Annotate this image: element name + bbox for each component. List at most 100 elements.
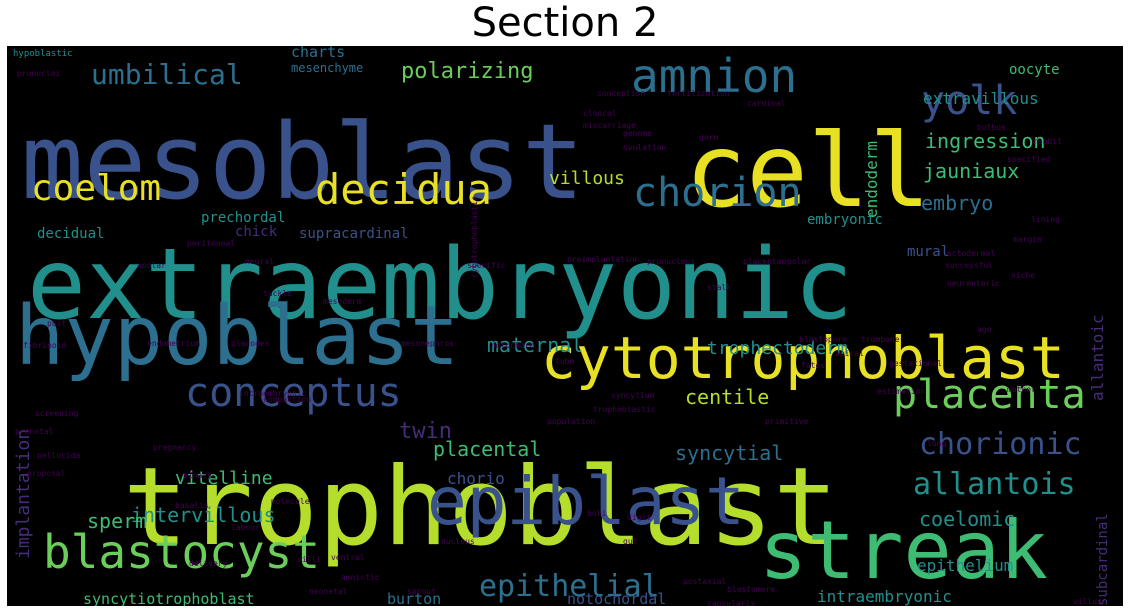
cloud-word: extravillous bbox=[923, 89, 1039, 108]
cloud-word: amniotic bbox=[341, 573, 380, 582]
cloud-word: supracardinal bbox=[299, 226, 409, 242]
cloud-word: intraembryonic bbox=[239, 389, 307, 398]
cloud-word: centile bbox=[685, 385, 769, 409]
cloud-word: fates bbox=[801, 361, 825, 370]
cloud-word: sprout bbox=[407, 587, 436, 596]
cloud-word: subcardinal bbox=[1095, 513, 1111, 606]
cloud-word: hypoblastic bbox=[13, 49, 73, 59]
cloud-word: proposal bbox=[27, 469, 66, 478]
cloud-word: bulbus bbox=[977, 123, 1006, 132]
cloud-word: primitive bbox=[765, 417, 809, 426]
cloud-word: gut bbox=[623, 537, 638, 546]
cloud-word: preimplantation bbox=[567, 255, 639, 264]
cloud-word: coelom bbox=[31, 168, 161, 209]
cloud-word: cloacal bbox=[583, 109, 617, 118]
cloud-word: villous bbox=[549, 168, 625, 189]
cloud-word: streak bbox=[759, 504, 1048, 597]
cloud-word: delivery bbox=[189, 559, 228, 568]
cloud-word: conceptus bbox=[185, 370, 402, 416]
cloud-word: endoderm bbox=[862, 141, 881, 218]
cloud-word: age bbox=[977, 325, 992, 334]
cloud-word: intervillous bbox=[131, 503, 276, 527]
cloud-word: coelomic bbox=[919, 507, 1015, 531]
cloud-word: cytotrophoblastic bbox=[470, 196, 479, 278]
cloud-word: blastocyst bbox=[43, 525, 320, 579]
cloud-word: specified bbox=[1007, 155, 1051, 164]
cloud-word: ingression bbox=[925, 129, 1045, 153]
cloud-word: screening bbox=[35, 409, 79, 418]
cloud-word: chick bbox=[235, 224, 278, 240]
cloud-word: apolar bbox=[137, 261, 166, 270]
cloud-word: stalk bbox=[707, 283, 731, 292]
cloud-word: syncytium bbox=[611, 391, 655, 400]
cloud-word: genome bbox=[623, 129, 652, 138]
cloud-word: embryonic bbox=[807, 212, 883, 228]
cloud-word: labour bbox=[231, 523, 260, 532]
cloud-word: nucleus bbox=[441, 537, 475, 546]
cloud-word: yolk bbox=[921, 78, 1017, 124]
cloud-word: twin bbox=[399, 419, 452, 444]
cloud-word: amnion bbox=[631, 49, 797, 103]
cloud-word: allantois bbox=[913, 467, 1076, 502]
cloud-word: boli bbox=[587, 509, 606, 518]
cloud-word: trombone bbox=[861, 335, 900, 344]
cloud-word: epithelium bbox=[917, 556, 1013, 575]
cloud-word: placental bbox=[433, 437, 541, 461]
cloud-word: mural bbox=[907, 244, 949, 260]
cloud-word: blastomere bbox=[727, 585, 775, 594]
cloud-word: chorion bbox=[633, 170, 802, 216]
cloud-word: ovulation bbox=[623, 143, 667, 152]
cloud-word: pregnancy bbox=[153, 443, 197, 452]
cloud-word: cell bbox=[685, 112, 931, 231]
cloud-word: trophoblast bbox=[123, 445, 838, 570]
cloud-word: epiblast bbox=[427, 463, 745, 540]
cloud-word: tube bbox=[555, 357, 574, 366]
cloud-word: decidual bbox=[37, 226, 104, 242]
cloud-word: implantation bbox=[13, 429, 34, 559]
cloud-word: notochordal bbox=[567, 590, 666, 606]
cloud-word: prechordal bbox=[201, 210, 285, 226]
cloud-word: lung bbox=[927, 439, 946, 448]
cloud-word: germ bbox=[699, 133, 718, 142]
cloud-word: extraembryonic bbox=[27, 228, 853, 342]
cloud-word: cytotrophoblast bbox=[541, 324, 1065, 392]
cloud-word: fertilization bbox=[667, 89, 730, 98]
cloud-word: capsularis bbox=[707, 599, 755, 606]
cloud-word: trophoblastic bbox=[593, 405, 656, 414]
cloud-word: cardinal bbox=[747, 99, 786, 108]
cloud-word: tackle bbox=[263, 289, 292, 298]
cloud-word: trophectoderm bbox=[707, 338, 848, 359]
cloud-word: mesoblast bbox=[21, 101, 585, 223]
cloud-word: successful bbox=[945, 261, 993, 270]
cloud-word: vitelline bbox=[175, 468, 273, 489]
cloud-word: allantoic bbox=[1088, 314, 1107, 401]
cloud-word: niche bbox=[1011, 271, 1035, 280]
cloud-word: epithelial bbox=[479, 569, 660, 604]
cloud-word: basalis bbox=[175, 501, 209, 510]
cloud-word: syncytial bbox=[675, 441, 783, 465]
cloud-word: pellucida bbox=[37, 451, 81, 460]
cloud-word: polar bbox=[787, 257, 811, 266]
cloud-word: endometrium bbox=[147, 339, 200, 348]
cloud-word: specific bbox=[467, 261, 506, 270]
cloud-word: rabbit bbox=[1033, 137, 1062, 146]
cloud-word: mesenchyme bbox=[291, 61, 363, 75]
cloud-word: fibrinoid bbox=[23, 341, 67, 350]
page-title: Section 2 bbox=[471, 0, 659, 46]
cloud-word: pronucleus bbox=[647, 257, 695, 266]
cloud-word: syncytiotrophoblast bbox=[83, 590, 255, 606]
cloud-word: jauniaux bbox=[923, 159, 1019, 183]
cloud-word: conception bbox=[597, 89, 645, 98]
cloud-word: population bbox=[547, 417, 595, 426]
cloud-word: lining bbox=[1031, 215, 1060, 224]
cloud-word: chorio bbox=[447, 469, 505, 488]
cloud-word: blastopore bbox=[799, 335, 847, 344]
cloud-word: placodes bbox=[231, 339, 270, 348]
cloud-word: umbilical bbox=[91, 58, 243, 91]
cloud-word: chorionic bbox=[919, 427, 1082, 462]
cloud-word: margin bbox=[1013, 235, 1042, 244]
cloud-word: ectodermal bbox=[947, 249, 995, 258]
cloud-word: postaxial bbox=[683, 577, 727, 586]
cloud-word: intraembryonic bbox=[817, 587, 952, 606]
cloud-word: gestational bbox=[889, 359, 942, 368]
